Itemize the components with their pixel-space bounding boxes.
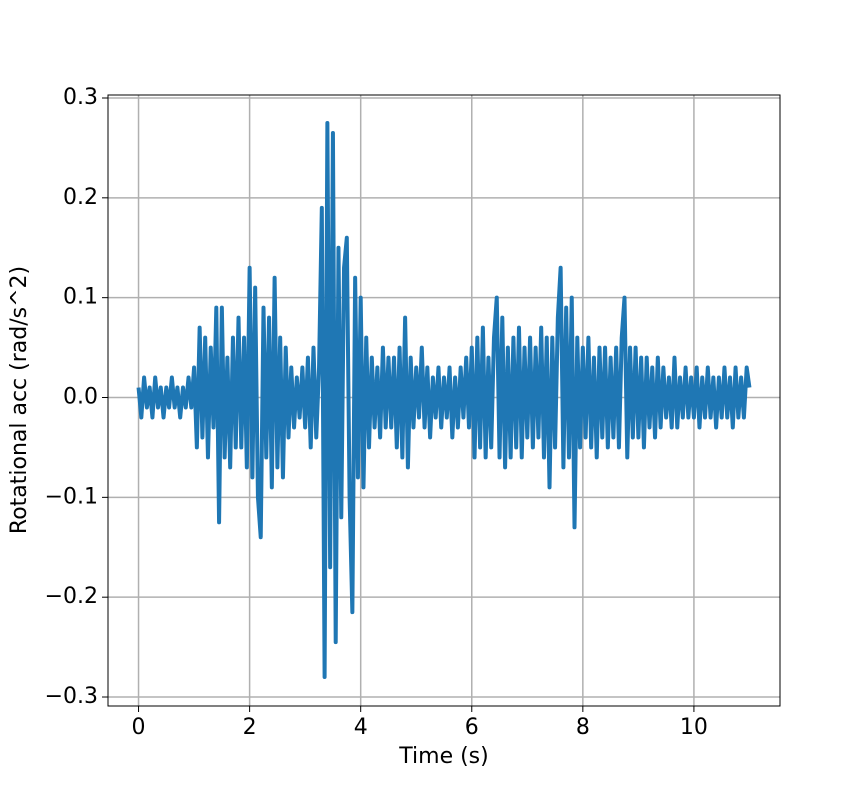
x-tick-label: 2 [243, 715, 257, 740]
y-tick-label: −0.1 [45, 484, 98, 509]
data-line [136, 120, 752, 680]
y-axis-label: Rotational acc (rad/s^2) [7, 266, 32, 534]
x-tick-label: 0 [132, 715, 146, 740]
x-tick-label: 10 [680, 715, 708, 740]
y-tick-label: 0.2 [63, 185, 98, 210]
x-tick-label: 8 [576, 715, 590, 740]
x-tick-label: 6 [465, 715, 479, 740]
x-axis-label: Time (s) [398, 744, 488, 769]
y-tick-label: 0.3 [63, 85, 98, 110]
y-tick-label: 0.0 [63, 385, 98, 410]
y-tick-label: −0.3 [45, 684, 98, 709]
plot-frame [107, 94, 781, 707]
x-tick-label: 4 [354, 715, 368, 740]
y-tick-label: −0.2 [45, 584, 98, 609]
y-tick-label: 0.1 [63, 285, 98, 310]
